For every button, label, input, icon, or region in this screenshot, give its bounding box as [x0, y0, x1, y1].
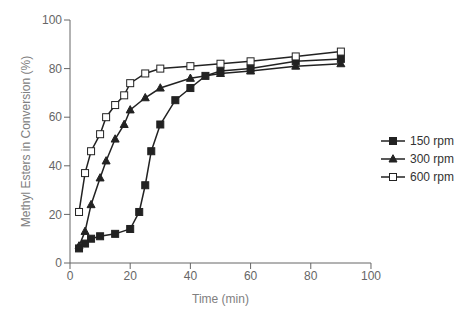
- svg-text:80: 80: [49, 62, 63, 76]
- svg-text:100: 100: [361, 269, 381, 283]
- svg-text:80: 80: [304, 269, 318, 283]
- svg-text:60: 60: [49, 110, 63, 124]
- html-text:300 rpm: 300 rpm: [410, 151, 454, 166]
- svg-text:Methyl Esters in Conversion (%: Methyl Esters in Conversion (%): [19, 56, 33, 227]
- svg-text:60: 60: [244, 269, 258, 283]
- svg-text:Time (min): Time (min): [192, 292, 249, 306]
- svg-text:100: 100: [42, 13, 62, 27]
- svg-text:20: 20: [49, 208, 63, 222]
- svg-text:0: 0: [67, 269, 74, 283]
- html-text:150 rpm: 150 rpm: [410, 133, 454, 148]
- svg-text:40: 40: [49, 159, 63, 173]
- svg-text:40: 40: [184, 269, 198, 283]
- svg-text:0: 0: [55, 256, 62, 270]
- html-text:600 rpm: 600 rpm: [410, 169, 454, 184]
- svg-text:20: 20: [124, 269, 138, 283]
